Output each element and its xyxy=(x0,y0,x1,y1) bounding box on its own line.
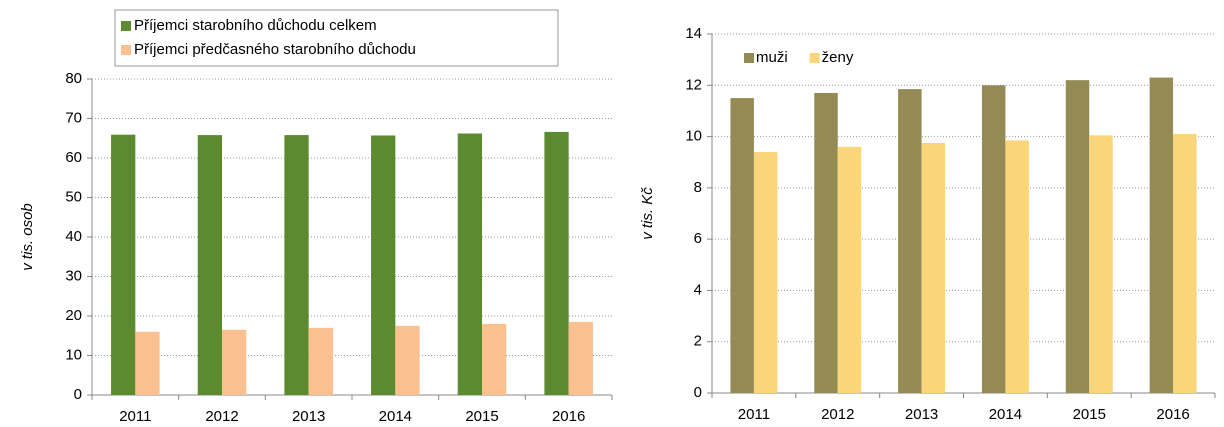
y-tick-label: 14 xyxy=(685,25,702,42)
legend-label: Příjemci předčasného starobního důchodu xyxy=(134,41,416,58)
bar xyxy=(482,323,507,395)
legend-box xyxy=(114,9,559,67)
x-tick-label: 2011 xyxy=(738,406,770,423)
y-tick-label: 20 xyxy=(65,307,82,324)
x-tick-label: 2014 xyxy=(989,406,1022,423)
bar xyxy=(981,85,1006,394)
bar xyxy=(371,135,396,396)
x-tick-label: 2012 xyxy=(821,406,854,423)
bar xyxy=(568,321,593,395)
legend-swatch xyxy=(809,53,820,63)
legend-label: Příjemci starobního důchodu celkem xyxy=(134,17,377,34)
x-tick-label: 2011 xyxy=(119,408,151,425)
bar xyxy=(197,135,222,395)
legend-label: ženy xyxy=(822,49,854,66)
bar xyxy=(395,325,420,395)
bar xyxy=(837,146,862,393)
bar xyxy=(544,131,569,395)
bar xyxy=(730,98,754,393)
legend-label: muži xyxy=(756,49,788,66)
bar xyxy=(1173,134,1197,393)
y-tick-label: 70 xyxy=(65,109,82,126)
legend-swatch xyxy=(121,21,131,31)
bar xyxy=(1065,80,1090,394)
y-tick-label: 6 xyxy=(694,230,702,247)
bar xyxy=(222,329,247,395)
bar xyxy=(1089,135,1113,393)
y-tick-label: 10 xyxy=(65,346,82,363)
bar xyxy=(457,133,482,395)
bar xyxy=(135,331,160,395)
y-tick-label: 0 xyxy=(694,384,702,401)
x-tick-label: 2013 xyxy=(292,408,325,425)
y-tick-label: 50 xyxy=(65,188,82,205)
x-tick-label: 2016 xyxy=(1156,406,1189,423)
x-tick-label: 2013 xyxy=(905,406,938,423)
bar xyxy=(921,142,946,393)
y-tick-label: 10 xyxy=(685,128,702,145)
y-tick-label: 2 xyxy=(694,333,702,350)
y-tick-label: 30 xyxy=(65,267,82,284)
y-tick-label: 0 xyxy=(74,386,82,403)
bar xyxy=(753,151,778,393)
x-tick-label: 2014 xyxy=(379,408,412,425)
x-tick-label: 2015 xyxy=(1073,406,1106,423)
bar xyxy=(1005,140,1029,393)
bar xyxy=(898,89,922,393)
bar xyxy=(284,135,309,395)
y-tick-label: 8 xyxy=(694,179,702,196)
x-tick-label: 2012 xyxy=(205,408,238,425)
x-tick-label: 2015 xyxy=(465,408,498,425)
bar xyxy=(1149,77,1174,393)
y-tick-label: 4 xyxy=(694,281,702,298)
bar xyxy=(814,92,838,393)
legend-swatch xyxy=(121,45,131,55)
y-tick-label: 80 xyxy=(65,70,82,87)
bar xyxy=(111,134,136,395)
y-axis-label: v tis. osob xyxy=(19,203,36,271)
legend-swatch xyxy=(744,53,754,63)
x-tick-label: 2016 xyxy=(552,408,585,425)
bar xyxy=(308,327,333,395)
y-axis-label: v tis. Kč xyxy=(639,187,656,240)
y-tick-label: 40 xyxy=(65,228,82,245)
y-tick-label: 60 xyxy=(65,149,82,166)
y-tick-label: 12 xyxy=(685,76,702,93)
